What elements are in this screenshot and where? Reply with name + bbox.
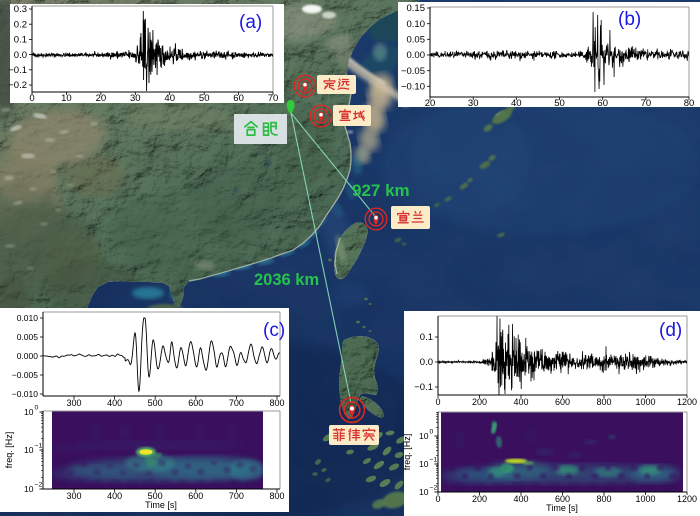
svg-text:30: 30: [468, 98, 479, 109]
svg-text:10: 10: [24, 407, 34, 417]
svg-text:0.10: 0.10: [407, 19, 426, 30]
svg-text:0: 0: [29, 93, 34, 104]
svg-text:400: 400: [513, 397, 528, 407]
svg-text:800: 800: [596, 397, 611, 407]
svg-text:10: 10: [24, 445, 34, 455]
svg-text:600: 600: [555, 494, 570, 504]
svg-text:−0.05: −0.05: [401, 66, 425, 77]
svg-text:10: 10: [419, 431, 429, 441]
svg-text:−0.10: −0.10: [401, 82, 425, 93]
svg-text:600: 600: [555, 397, 570, 407]
svg-text:0.1: 0.1: [14, 35, 27, 46]
svg-text:0: 0: [435, 494, 440, 504]
svg-text:0.2: 0.2: [14, 19, 27, 30]
svg-text:(d): (d): [659, 320, 682, 341]
svg-text:freq. [Hz]: freq. [Hz]: [4, 432, 14, 469]
svg-text:freq. [Hz]: freq. [Hz]: [402, 434, 412, 471]
svg-text:200: 200: [472, 494, 487, 504]
svg-text:−1: −1: [430, 457, 438, 464]
svg-text:0.05: 0.05: [407, 35, 426, 46]
svg-text:0.00: 0.00: [407, 50, 426, 61]
svg-text:Time [s]: Time [s]: [145, 500, 177, 510]
svg-text:10: 10: [61, 93, 72, 104]
svg-text:−1: −1: [35, 443, 43, 450]
svg-text:1000: 1000: [635, 494, 655, 504]
svg-text:70: 70: [641, 98, 652, 109]
svg-text:200: 200: [472, 397, 487, 407]
svg-text:30: 30: [130, 93, 141, 104]
svg-text:50: 50: [199, 93, 210, 104]
svg-text:300: 300: [66, 491, 81, 501]
svg-text:40: 40: [511, 98, 522, 109]
svg-text:500: 500: [148, 491, 163, 501]
svg-text:0: 0: [435, 397, 440, 407]
svg-text:700: 700: [229, 398, 244, 408]
svg-text:−0.1: −0.1: [8, 65, 27, 76]
svg-text:0.3: 0.3: [14, 4, 27, 15]
svg-text:1200: 1200: [677, 397, 697, 407]
svg-text:0: 0: [35, 405, 39, 412]
svg-text:(b): (b): [618, 9, 641, 30]
svg-text:0.0: 0.0: [420, 357, 433, 368]
svg-text:400: 400: [107, 491, 122, 501]
svg-text:−0.1: −0.1: [414, 382, 433, 393]
svg-text:(a): (a): [239, 12, 262, 33]
svg-text:400: 400: [513, 494, 528, 504]
svg-text:500: 500: [148, 398, 163, 408]
svg-text:10: 10: [419, 459, 429, 469]
svg-text:−2: −2: [35, 482, 43, 489]
svg-text:80: 80: [684, 98, 695, 109]
svg-text:−2: −2: [430, 485, 438, 492]
svg-text:927 km: 927 km: [352, 181, 410, 200]
svg-text:1000: 1000: [635, 397, 655, 407]
svg-text:−0.010: −0.010: [12, 389, 39, 399]
svg-text:800: 800: [269, 491, 284, 501]
svg-text:600: 600: [188, 398, 203, 408]
svg-text:800: 800: [269, 398, 284, 408]
svg-text:1200: 1200: [677, 494, 697, 504]
svg-text:0.010: 0.010: [17, 313, 39, 323]
svg-text:0.000: 0.000: [17, 351, 39, 361]
svg-text:0.15: 0.15: [407, 3, 426, 14]
svg-text:70: 70: [268, 93, 279, 104]
svg-text:Time [s]: Time [s]: [546, 503, 578, 513]
svg-text:10: 10: [419, 487, 429, 497]
svg-text:300: 300: [66, 398, 81, 408]
svg-text:800: 800: [596, 494, 611, 504]
svg-text:0.005: 0.005: [17, 332, 39, 342]
svg-text:20: 20: [425, 98, 436, 109]
svg-text:60: 60: [233, 93, 244, 104]
svg-text:2036 km: 2036 km: [254, 271, 319, 289]
svg-text:−0.2: −0.2: [8, 80, 27, 91]
svg-text:0.0: 0.0: [14, 50, 27, 61]
svg-text:700: 700: [229, 491, 244, 501]
svg-text:0: 0: [430, 429, 434, 436]
svg-text:0.1: 0.1: [420, 332, 433, 343]
svg-text:400: 400: [107, 398, 122, 408]
svg-text:−0.005: −0.005: [12, 370, 39, 380]
svg-text:(c): (c): [263, 320, 285, 341]
svg-text:40: 40: [164, 93, 175, 104]
svg-text:60: 60: [597, 98, 608, 109]
svg-text:10: 10: [24, 484, 34, 494]
svg-text:50: 50: [554, 98, 565, 109]
svg-text:600: 600: [188, 491, 203, 501]
svg-text:20: 20: [96, 93, 107, 104]
